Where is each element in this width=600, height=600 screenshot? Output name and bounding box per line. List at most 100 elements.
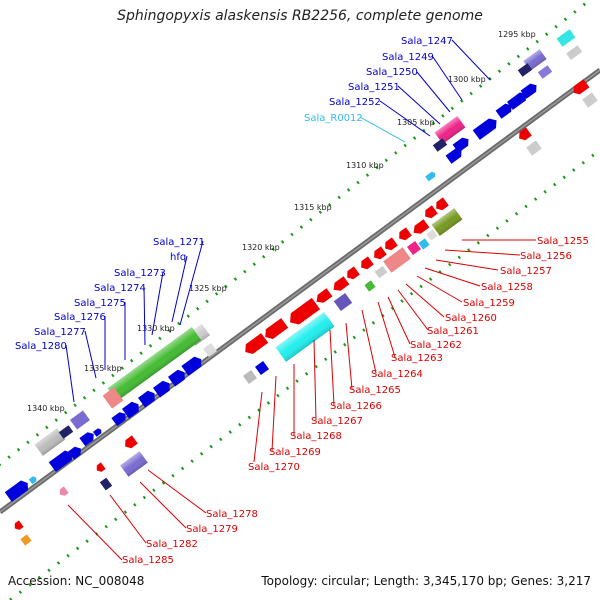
gene-feature	[99, 477, 113, 491]
leader-line	[432, 56, 463, 101]
leader-line	[359, 116, 406, 143]
upper-gene-labels: Sala_1247 Sala_1249 Sala_1250 Sala_1251 …	[15, 36, 453, 352]
gene-feature	[4, 480, 28, 502]
gene-feature	[519, 127, 532, 141]
gene-feature	[333, 293, 353, 311]
gene-feature	[125, 435, 138, 449]
leader-line	[151, 271, 164, 336]
gene-label: Sala_1256	[520, 251, 572, 262]
leader-line	[377, 301, 396, 358]
gene-feature	[93, 428, 102, 437]
gene-label: Sala_1263	[391, 353, 443, 364]
leader-line	[171, 255, 188, 323]
lower-gene-track	[14, 79, 598, 546]
gene-label: Sala_1277	[34, 327, 86, 338]
gene-feature	[168, 369, 185, 387]
inner-scale-track	[9, 148, 600, 600]
gene-feature	[333, 276, 350, 291]
leader-line	[451, 39, 491, 81]
gene-label: Sala_1252	[329, 97, 381, 108]
leader-line	[435, 259, 499, 271]
figure-title: Sphingopyxis alaskensis RB2256, complete…	[117, 8, 483, 24]
gene-feature	[79, 432, 94, 447]
gene-feature	[425, 205, 438, 219]
upper-leader-lines	[65, 39, 491, 403]
position-label: 1310 kbp	[346, 161, 384, 170]
leader-line	[65, 344, 75, 403]
gene-feature	[399, 227, 412, 241]
gene-feature	[445, 148, 462, 164]
gene-label: Sala_1267	[311, 416, 363, 427]
position-label: 1325 kbp	[189, 284, 227, 293]
accession-label: Accession: NC_008048	[8, 574, 145, 588]
gene-feature	[70, 410, 90, 430]
gene-label: Sala_1279	[186, 524, 238, 535]
gene-feature	[385, 237, 398, 251]
gene-feature	[59, 486, 69, 496]
gene-feature	[361, 256, 374, 270]
gene-feature	[14, 520, 24, 530]
gene-feature	[436, 197, 449, 211]
gene-feature	[520, 83, 537, 99]
leader-line	[253, 391, 263, 463]
leader-line	[416, 71, 451, 113]
leader-line	[397, 289, 429, 331]
leader-line	[84, 330, 97, 379]
gene-feature	[58, 425, 74, 439]
gene-label: Sala_1265	[349, 385, 401, 396]
gene-feature	[517, 63, 533, 77]
gene-feature	[203, 343, 217, 357]
position-labels: 1295 kbp 1300 kbp 1305 kbp 1310 kbp 1315…	[27, 30, 536, 413]
gene-feature	[582, 92, 598, 108]
leader-line	[139, 481, 187, 529]
gene-feature	[20, 534, 32, 546]
gene-label: Sala_1251	[348, 82, 400, 93]
gene-feature	[432, 138, 448, 152]
gene-feature	[537, 65, 553, 79]
gene-feature	[573, 79, 590, 95]
leader-line	[179, 240, 204, 326]
upper-gene-track	[4, 29, 583, 502]
gene-label: Sala_1270	[248, 462, 300, 473]
gene-label: Sala_1261	[427, 326, 479, 337]
gene-feature	[374, 265, 388, 279]
gene-feature	[316, 288, 333, 303]
position-label: 1295 kbp	[498, 30, 536, 39]
gene-label: Sala_1266	[330, 401, 382, 412]
leader-line	[109, 494, 147, 544]
position-label: 1330 kbp	[137, 324, 175, 333]
gene-feature	[506, 92, 527, 110]
gene-feature	[181, 356, 202, 376]
backbone	[0, 67, 600, 515]
gene-label: Sala_1280	[15, 341, 67, 352]
gene-feature	[111, 412, 126, 427]
gene-feature	[96, 462, 106, 472]
gene-feature	[245, 333, 269, 354]
gene-label: Sala_1282	[146, 539, 198, 550]
gene-feature	[383, 247, 411, 273]
gene-feature	[425, 171, 436, 182]
gene-label: Sala_1262	[410, 340, 462, 351]
gene-label: Sala_1250	[366, 67, 418, 78]
gene-label: Sala_1269	[269, 447, 321, 458]
position-label: 1305 kbp	[397, 118, 435, 127]
gene-label: Sala_1247	[401, 36, 453, 47]
lower-gene-labels: Sala_1255 Sala_1256 Sala_1257 Sala_1258 …	[122, 236, 589, 566]
gene-label: Sala_1275	[74, 298, 126, 309]
gene-feature	[472, 118, 497, 140]
leader-line	[147, 469, 207, 514]
leader-line	[416, 275, 463, 303]
leader-line	[405, 283, 445, 318]
gene-feature	[407, 241, 421, 255]
gene-label: Sala_1260	[445, 313, 497, 324]
leader-line	[361, 309, 377, 374]
gene-label: Sala_1268	[290, 431, 342, 442]
leader-line	[313, 339, 317, 421]
gene-feature	[243, 370, 257, 384]
gene-feature	[526, 140, 542, 156]
leader-line	[444, 249, 521, 256]
leader-line	[329, 329, 335, 406]
gene-label: Sala_1255	[537, 236, 589, 247]
